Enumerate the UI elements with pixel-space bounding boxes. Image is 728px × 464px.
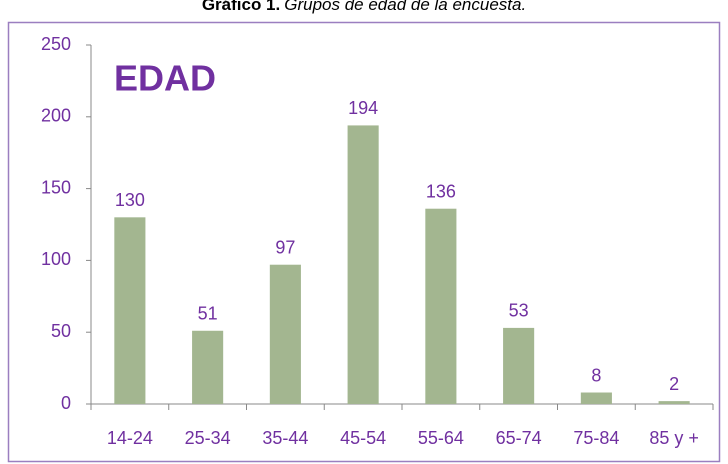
bar — [269, 264, 301, 404]
y-tick-label: 50 — [51, 321, 71, 341]
x-tick-label: 35-44 — [262, 428, 308, 448]
x-tick-label: 85 y + — [649, 428, 699, 448]
data-label: 53 — [509, 301, 529, 321]
y-tick-label: 150 — [41, 177, 71, 197]
x-tick-label: 45-54 — [340, 428, 386, 448]
data-label: 51 — [198, 304, 218, 324]
data-label: 2 — [669, 374, 679, 394]
data-label: 8 — [591, 365, 601, 385]
bar — [425, 208, 457, 404]
y-tick-label: 200 — [41, 106, 71, 126]
bar — [658, 401, 690, 404]
x-tick-label: 75-84 — [573, 428, 619, 448]
x-tick-label: 55-64 — [418, 428, 464, 448]
chart-title: Gráfico 1. Grupos de edad de la encuesta. — [202, 0, 526, 14]
bar — [580, 392, 612, 404]
bar — [347, 125, 379, 404]
data-label: 194 — [348, 98, 378, 118]
y-tick-label: 250 — [41, 34, 71, 54]
x-tick-label: 25-34 — [185, 428, 231, 448]
data-label: 136 — [426, 181, 456, 201]
y-tick-label: 100 — [41, 249, 71, 269]
data-label: 97 — [275, 237, 295, 257]
title-number: Gráfico 1. — [202, 0, 280, 14]
bar — [192, 330, 224, 404]
bar — [114, 217, 146, 404]
x-tick-label: 65-74 — [496, 428, 542, 448]
x-tick-label: 14-24 — [107, 428, 153, 448]
annotation: EDAD — [114, 58, 216, 99]
bar — [503, 327, 535, 404]
y-tick-label: 0 — [61, 393, 71, 413]
title-text: Grupos de edad de la encuesta. — [284, 0, 526, 14]
data-label: 130 — [115, 190, 145, 210]
